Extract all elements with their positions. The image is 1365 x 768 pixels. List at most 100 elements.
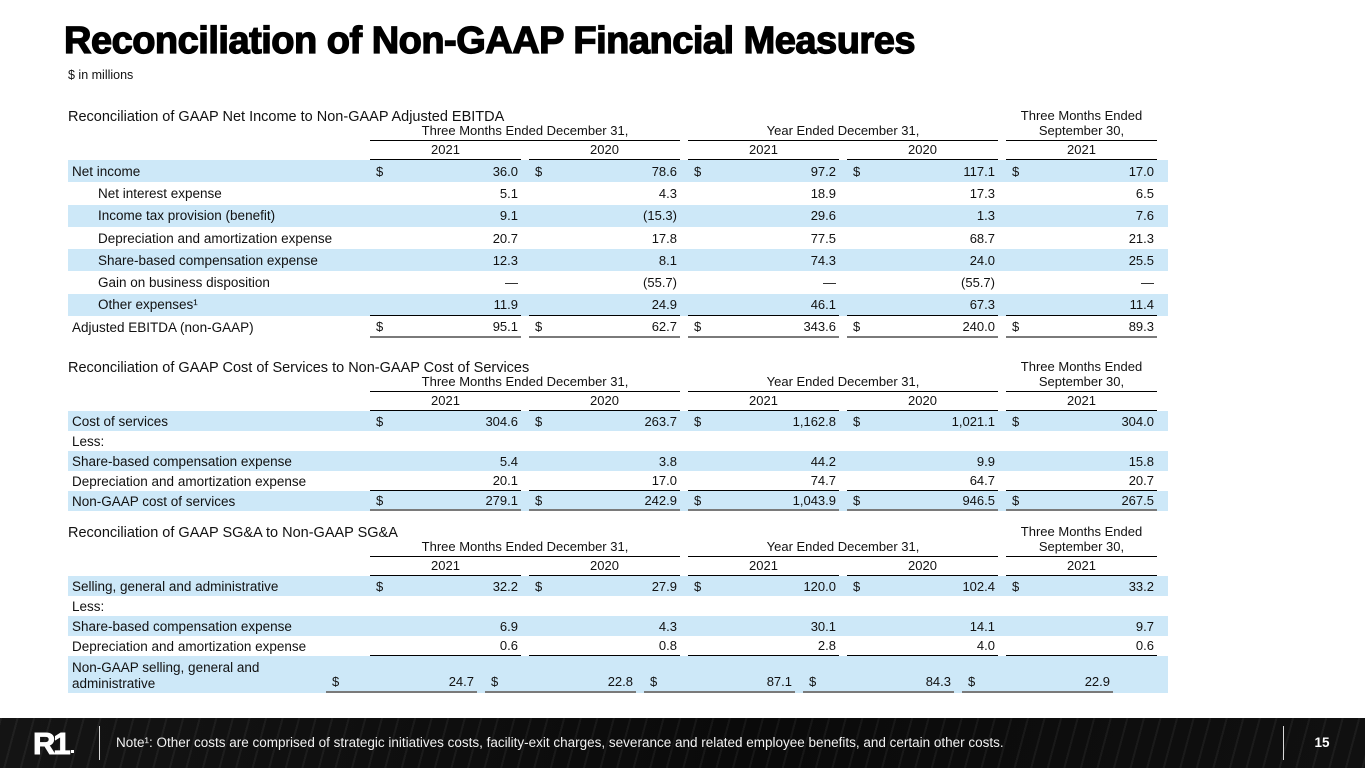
dollar-sign: $ [535, 413, 543, 429]
year-header-4: 2021 [1006, 393, 1157, 412]
value-cell-1: $62.7 [529, 316, 680, 339]
value: 304.6 [485, 413, 518, 429]
value: 0.8 [658, 638, 677, 654]
value-cell-1 [529, 431, 680, 451]
value: (55.7) [643, 275, 677, 291]
table-row: Net income $36.0 $78.6 $97.2 $117.1 $17.0 [68, 160, 1168, 183]
value-cell-0: $279.1 [370, 491, 521, 512]
table-row: Less: [68, 431, 1168, 451]
value: 25.5 [1128, 252, 1154, 268]
row-label: Non-GAAP selling, general and administra… [72, 660, 260, 692]
value-cell-3: $240.0 [847, 316, 998, 339]
value: 17.0 [651, 473, 677, 489]
value: 17.3 [969, 185, 995, 201]
dollar-sign: $ [1012, 163, 1020, 179]
table-row: Share-based compensation expense 6.9 4.3 30… [68, 616, 1168, 637]
value-cell-4: $89.3 [1006, 316, 1157, 339]
value: 74.7 [810, 473, 836, 489]
page-title: Reconciliation of Non-GAAP Financial Mea… [63, 19, 916, 62]
value-cell-0: 11.9 [370, 294, 521, 317]
value: 242.9 [644, 492, 677, 508]
dollar-sign: $ [376, 492, 384, 508]
value-cell-4 [1006, 431, 1157, 451]
value: 74.3 [810, 252, 836, 268]
group-header-year-ended-dec: Year Ended December 31, [688, 539, 998, 558]
dollar-sign: $ [809, 674, 817, 690]
value: 32.2 [492, 578, 518, 594]
value: 2.8 [817, 638, 836, 654]
group-header-line1: Three Months Ended [1020, 359, 1143, 375]
value-cell-0: — [370, 271, 521, 293]
group-header-year-ended-dec: Year Ended December 31, [688, 374, 998, 393]
value-cell-3: 24.0 [847, 249, 998, 271]
value: 304.0 [1121, 413, 1154, 429]
value: 12.3 [492, 252, 518, 268]
value: 33.2 [1128, 578, 1154, 594]
column-group-header-row: Three Months Ended December 31, Year Ende… [68, 108, 1168, 141]
value: 17.0 [1128, 163, 1154, 179]
table-row: Cost of services $304.6 $263.7 $1,162.8 $1,0… [68, 411, 1168, 432]
value-cell-1 [529, 596, 680, 616]
table-row: Selling, general and administrative $32.2… [68, 576, 1168, 597]
value: 36.0 [492, 163, 518, 179]
value-cell-3: $946.5 [847, 491, 998, 512]
value: 84.3 [925, 674, 951, 690]
year-header-0: 2021 [370, 142, 521, 160]
value-cell-0: 20.1 [370, 471, 521, 492]
dollar-sign: $ [1012, 578, 1020, 594]
dollar-sign: $ [853, 413, 861, 429]
year-header-3: 2020 [847, 142, 998, 160]
value-cell-0: 6.9 [370, 616, 521, 636]
value-cell-2: $1,043.9 [688, 491, 839, 512]
value-cell-4: — [1006, 271, 1157, 293]
value-cell-1: 3.8 [529, 451, 680, 471]
value: 77.5 [810, 230, 836, 246]
value: 46.1 [810, 296, 836, 312]
table-row: Share-based compensation expense 5.4 3.8 44… [68, 451, 1168, 472]
value: 1,162.8 [792, 413, 836, 429]
dollar-sign: $ [376, 163, 384, 179]
value-cell-4: $22.9 [962, 656, 1113, 694]
year-header-row: 2021 2020 2021 2020 2021 [68, 558, 1168, 577]
value-cell-4: 11.4 [1006, 294, 1157, 317]
column-group-header-row: Three Months Ended December 31, Year Ende… [68, 359, 1168, 393]
value: 29.6 [810, 208, 836, 224]
footer-bar: R1 Note¹: Other costs are comprised of s… [0, 718, 1365, 768]
dollar-sign: $ [853, 492, 861, 508]
value: 27.9 [651, 578, 677, 594]
row-label: Adjusted EBITDA (non-GAAP) [72, 319, 254, 335]
group-header-three-months-dec: Three Months Ended December 31, [370, 123, 680, 141]
value-cell-1: (15.3) [529, 205, 680, 227]
table-cost-of-services: Reconciliation of GAAP Cost of Services … [68, 359, 1168, 512]
group-header-line2: September 30, [1038, 539, 1125, 555]
year-header-3: 2020 [847, 393, 998, 412]
group-header-three-months-sep: Three Months Ended September 30, [1006, 108, 1157, 141]
value: 240.0 [962, 318, 995, 334]
year-header-1: 2020 [529, 558, 680, 577]
row-label: Income tax provision (benefit) [98, 208, 276, 224]
dollar-sign: $ [853, 163, 861, 179]
value: 3.8 [658, 453, 677, 469]
value: 44.2 [810, 453, 836, 469]
row-label: Depreciation and amortization expense [72, 473, 307, 489]
value-cell-3: 67.3 [847, 294, 998, 317]
value: 946.5 [962, 492, 995, 508]
year-header-1: 2020 [529, 142, 680, 160]
value-cell-1: $22.8 [485, 656, 636, 694]
value-cell-3: (55.7) [847, 271, 998, 293]
dollar-sign: $ [1012, 318, 1020, 334]
value-cell-4: $17.0 [1006, 160, 1157, 182]
dollar-sign: $ [853, 318, 861, 334]
table-net-income-to-adjusted-ebitda: Reconciliation of GAAP Net Income to Non… [68, 108, 1168, 339]
value: 6.5 [1135, 185, 1154, 201]
value-cell-1: 4.3 [529, 616, 680, 636]
column-group-header-row: Three Months Ended December 31, Year Ende… [68, 524, 1168, 558]
dollar-sign: $ [650, 674, 658, 690]
table-row: Depreciation and amortization expense 20.… [68, 471, 1168, 492]
group-header-line1: Three Months Ended [1020, 108, 1143, 123]
footnote: Note¹: Other costs are comprised of stra… [116, 735, 1004, 750]
value: 20.7 [1128, 473, 1154, 489]
tables-container: Reconciliation of GAAP Net Income to Non… [68, 96, 1168, 694]
value-cell-1: 8.1 [529, 249, 680, 271]
